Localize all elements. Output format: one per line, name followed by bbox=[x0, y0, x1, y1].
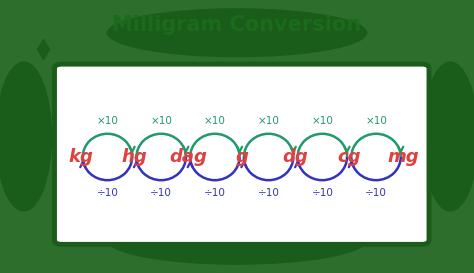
Text: ×10: ×10 bbox=[97, 116, 118, 126]
Text: ÷10: ÷10 bbox=[97, 188, 118, 198]
Text: dag: dag bbox=[169, 148, 207, 166]
Text: g: g bbox=[235, 148, 248, 166]
Text: dg: dg bbox=[283, 148, 308, 166]
Ellipse shape bbox=[107, 8, 367, 57]
Text: mg: mg bbox=[387, 148, 419, 166]
Text: ×10: ×10 bbox=[204, 116, 226, 126]
Text: ×10: ×10 bbox=[365, 116, 387, 126]
Text: ÷10: ÷10 bbox=[311, 188, 333, 198]
Text: ÷10: ÷10 bbox=[258, 188, 280, 198]
Text: ×10: ×10 bbox=[311, 116, 333, 126]
Text: ÷10: ÷10 bbox=[365, 188, 387, 198]
Text: kg: kg bbox=[68, 148, 93, 166]
Text: cg: cg bbox=[337, 148, 361, 166]
Ellipse shape bbox=[422, 61, 474, 212]
Ellipse shape bbox=[107, 216, 367, 265]
Text: ×10: ×10 bbox=[258, 116, 280, 126]
Text: ÷10: ÷10 bbox=[204, 188, 226, 198]
Ellipse shape bbox=[0, 61, 52, 212]
Text: ×10: ×10 bbox=[150, 116, 172, 126]
Text: ÷10: ÷10 bbox=[150, 188, 172, 198]
Text: Milligram Conversion: Milligram Conversion bbox=[112, 14, 362, 35]
Text: hg: hg bbox=[121, 148, 147, 166]
